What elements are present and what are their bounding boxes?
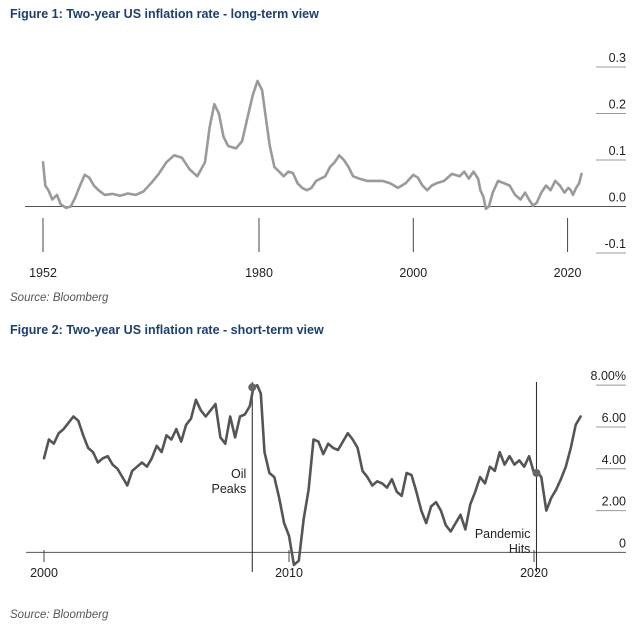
figure-1-title: Figure 1: Two-year US inflation rate - l…: [10, 7, 319, 21]
annotation-marker-dot: [532, 468, 541, 477]
figure-1-chart: 0.3 0.2 0.1 0.0 -0.1 1952 1980 2000 2020: [25, 51, 626, 280]
x-tick-label: 2000: [30, 566, 58, 580]
y-tick-label: 0.2: [609, 98, 626, 112]
y-tick-label: 0.0: [609, 191, 626, 205]
figure-2-source: Source: Bloomberg: [10, 609, 109, 621]
x-tick-label: 1980: [245, 266, 273, 280]
x-tick-label: 2000: [399, 266, 427, 280]
x-tick-label: 2010: [275, 566, 303, 580]
annotation-label: Peaks: [212, 482, 247, 496]
series-line: [42, 383, 582, 567]
y-tick-label: 6.00: [602, 411, 626, 425]
annotation-marker-dot: [248, 383, 257, 392]
annotation-label: Pandemic: [475, 527, 531, 541]
y-tick-label: 0.3: [609, 51, 626, 65]
x-tick-label: 2020: [554, 266, 582, 280]
y-tick-label: 0.1: [609, 144, 626, 158]
x-tick-label: 2020: [520, 566, 548, 580]
y-tick-label: -0.1: [604, 237, 626, 251]
series-line: [41, 79, 583, 211]
figure-2-title: Figure 2: Two-year US inflation rate - s…: [10, 323, 324, 337]
y-tick-label: 8.00%: [591, 369, 626, 383]
y-tick-label: 4.00: [602, 453, 626, 467]
y-tick-label: 0: [619, 536, 626, 550]
annotation-label: Oil: [231, 467, 246, 481]
x-tick-label: 1952: [29, 266, 57, 280]
annotation-label: Hits: [509, 542, 531, 556]
figure-1-source: Source: Bloomberg: [10, 292, 109, 304]
y-tick-label: 2.00: [602, 495, 626, 509]
